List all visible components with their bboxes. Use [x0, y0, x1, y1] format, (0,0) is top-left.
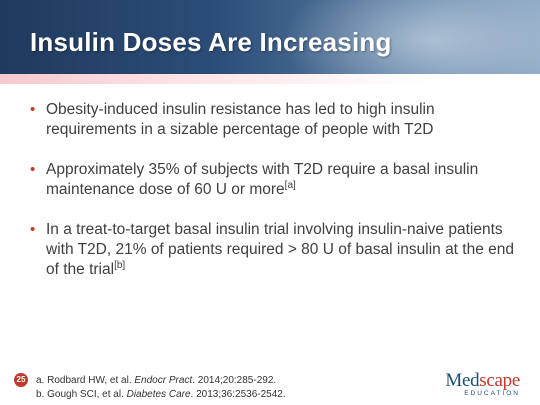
- logo-part-med: Med: [445, 370, 480, 391]
- logo-wordmark: Medscape: [445, 370, 520, 391]
- reference-citation: . 2014;20:285-292.: [192, 375, 277, 386]
- bullet-text: Obesity-induced insulin resistance has l…: [46, 101, 435, 138]
- bullet-dot-icon: •: [30, 161, 36, 178]
- bullet-list: • Obesity-induced insulin resistance has…: [30, 100, 525, 300]
- bullet-item: • In a treat-to-target basal insulin tri…: [30, 220, 525, 280]
- slide-header: Insulin Doses Are Increasing: [0, 0, 540, 74]
- reference-item: a. Rodbard HW, et al. Endocr Pract. 2014…: [36, 374, 396, 388]
- header-glow: [280, 0, 540, 74]
- reference-journal: Endocr Pract: [134, 375, 193, 386]
- page-number-badge: 25: [14, 373, 28, 387]
- reference-citation: . 2013;36:2536-2542.: [190, 389, 286, 400]
- bullet-dot-icon: •: [30, 221, 36, 238]
- logo-subtitle: EDUCATION: [464, 390, 520, 397]
- reference-item: b. Gough SCI, et al. Diabetes Care. 2013…: [36, 388, 396, 402]
- medscape-logo: Medscape EDUCATION: [445, 370, 520, 398]
- reference-journal: Diabetes Care: [126, 389, 191, 400]
- reference-authors: b. Gough SCI, et al.: [36, 389, 127, 400]
- slide-title: Insulin Doses Are Increasing: [30, 27, 392, 57]
- bullet-item: • Approximately 35% of subjects with T2D…: [30, 160, 525, 200]
- bullet-citation: [b]: [114, 259, 126, 271]
- reference-authors: a. Rodbard HW, et al.: [36, 375, 135, 386]
- bullet-dot-icon: •: [30, 101, 36, 118]
- bullet-text: Approximately 35% of subjects with T2D r…: [46, 161, 479, 198]
- bullet-citation: [a]: [284, 179, 296, 191]
- references: a. Rodbard HW, et al. Endocr Pract. 2014…: [36, 374, 396, 402]
- bullet-text: In a treat-to-target basal insulin trial…: [46, 221, 515, 278]
- logo-part-scape: scape: [479, 370, 520, 391]
- accent-bar: [0, 74, 540, 84]
- bullet-item: • Obesity-induced insulin resistance has…: [30, 100, 525, 140]
